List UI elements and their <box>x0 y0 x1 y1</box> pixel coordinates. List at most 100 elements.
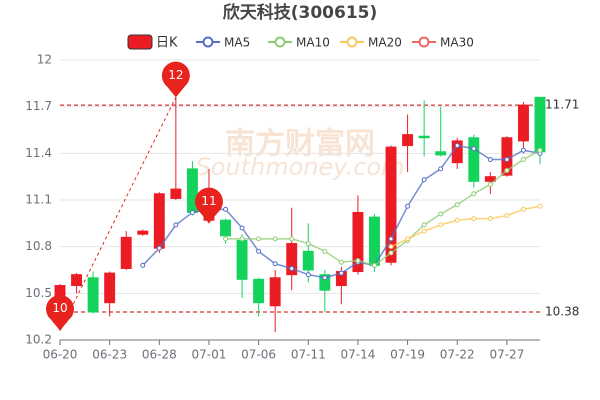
ma-line <box>225 149 541 267</box>
x-tick-label: 07-22 <box>440 348 475 362</box>
legend-label: 日K <box>156 36 178 51</box>
reference-label: 11.71 <box>545 98 579 112</box>
ma-point <box>388 244 394 250</box>
legend-label: MA5 <box>224 36 250 50</box>
ma-point <box>322 248 328 254</box>
candle-body <box>385 146 397 263</box>
ma-point <box>223 236 229 242</box>
legend-icon <box>274 36 286 48</box>
chart-title: 欣天科技(300615) <box>223 2 378 23</box>
ma-point <box>471 216 477 222</box>
ma-point <box>189 209 195 215</box>
ma-point <box>239 225 245 231</box>
ma-point <box>438 166 444 172</box>
ma-point <box>140 262 146 268</box>
x-tick-label: 07-14 <box>340 348 375 362</box>
x-tick-label: 07-06 <box>241 348 276 362</box>
ma-point <box>156 245 162 251</box>
candle-body <box>153 193 165 249</box>
x-tick-label: 07-01 <box>192 348 227 362</box>
ma-point <box>305 272 311 278</box>
ma-point <box>421 228 427 234</box>
watermark: Southmoney.com <box>195 153 404 181</box>
y-tick-label: 10.5 <box>25 286 52 300</box>
ma-point <box>520 206 526 212</box>
ma-point <box>537 147 543 153</box>
ma-point <box>272 236 278 242</box>
ma-point <box>438 222 444 228</box>
ma-point <box>223 206 229 212</box>
candle-body <box>236 239 248 280</box>
ma-point <box>173 222 179 228</box>
candle-body <box>220 219 231 237</box>
candle-body <box>253 278 265 304</box>
ma-point <box>289 236 295 242</box>
candle-body <box>87 277 99 313</box>
candle-body <box>120 236 132 269</box>
ma-point <box>421 177 427 183</box>
candle-body <box>517 104 529 142</box>
ma-point <box>405 236 411 242</box>
y-tick-label: 11.7 <box>25 99 52 113</box>
candle-body <box>170 188 182 199</box>
annotation-pin <box>161 61 190 98</box>
ma-point <box>338 259 344 265</box>
candle-body <box>534 96 546 153</box>
ma-line <box>390 205 541 248</box>
candle-body <box>71 274 83 287</box>
candle-body <box>468 137 480 182</box>
legend-label: MA10 <box>296 36 330 50</box>
ma-point <box>338 270 344 276</box>
ma-point <box>487 216 493 222</box>
ma-point <box>371 262 377 268</box>
annotation-label: 10 <box>52 301 67 315</box>
x-tick-label: 06-23 <box>92 348 127 362</box>
ma-point <box>388 250 394 256</box>
y-tick-label: 12 <box>37 53 52 67</box>
ma-point <box>471 146 477 152</box>
x-tick-label: 06-28 <box>142 348 177 362</box>
ma-point <box>520 147 526 153</box>
ma-point <box>471 191 477 197</box>
legend-icon <box>418 36 430 48</box>
ma-point <box>487 181 493 187</box>
candle-body <box>269 277 281 307</box>
candle-body <box>319 274 331 291</box>
ma-point <box>305 241 311 247</box>
candle-body <box>302 250 314 271</box>
candle-body <box>286 243 298 276</box>
ma-point <box>504 167 510 173</box>
annotation-pin <box>194 187 223 224</box>
legend-icon <box>346 36 358 48</box>
ma-point <box>454 217 460 223</box>
ma-point <box>454 143 460 149</box>
trend-line <box>59 97 177 331</box>
ma-point <box>355 258 361 264</box>
ma-point <box>405 203 411 209</box>
candle-body <box>484 176 496 182</box>
ma-point <box>520 157 526 163</box>
ma-point <box>289 265 295 271</box>
candle-body <box>369 216 380 266</box>
ma-point <box>421 222 427 228</box>
x-tick-label: 07-19 <box>390 348 425 362</box>
reference-label: 10.38 <box>545 305 579 319</box>
legend-label: MA20 <box>368 36 402 50</box>
y-tick-label: 10.8 <box>25 239 52 253</box>
ma-point <box>388 236 394 242</box>
watermark: 南方财富网 <box>225 127 375 162</box>
legend-label: MA30 <box>440 36 474 50</box>
y-tick-label: 10.2 <box>25 333 52 347</box>
candle-body <box>402 134 414 147</box>
candle-body <box>435 151 447 156</box>
y-tick-label: 11.1 <box>25 193 52 207</box>
candle-body <box>418 135 430 139</box>
ma-point <box>272 261 278 267</box>
candle-body <box>104 272 116 304</box>
legend-icon <box>127 34 153 50</box>
annotation-pin <box>46 294 75 331</box>
candle-body <box>137 230 149 235</box>
ma-point <box>256 236 262 242</box>
ma-point <box>256 248 262 254</box>
ma-point <box>438 211 444 217</box>
